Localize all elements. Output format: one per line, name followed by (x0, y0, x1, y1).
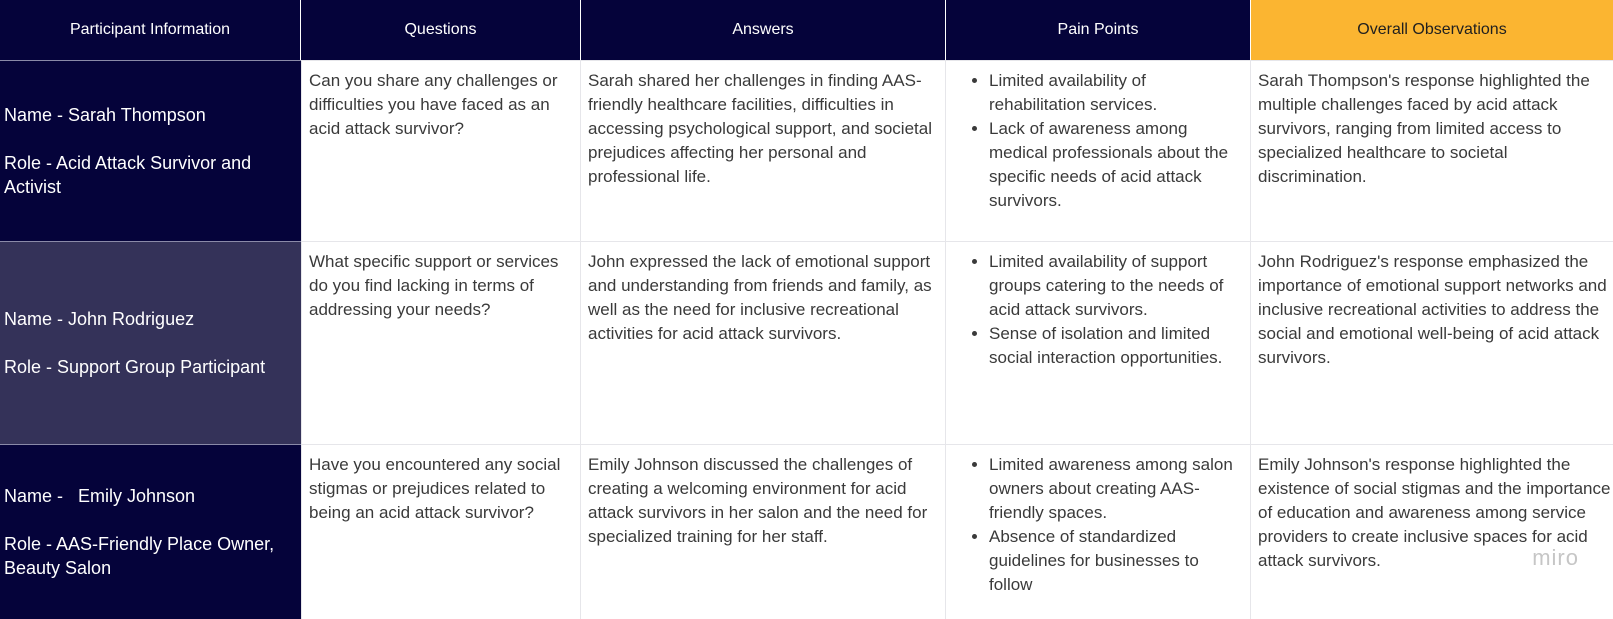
header-participant: Participant Information (0, 0, 301, 60)
pain-point-item: Absence of standardized guidelines for b… (989, 525, 1244, 597)
observation-cell: John Rodriguez's response emphasized the… (1251, 241, 1613, 444)
question-cell: What specific support or services do you… (301, 241, 581, 444)
participant-role: Role - Acid Attack Survivor and Activist (4, 153, 252, 197)
header-answers: Answers (581, 0, 946, 60)
miro-watermark: miro (1532, 545, 1579, 570)
pain-point-item: Limited availability of support groups c… (989, 250, 1244, 322)
participant-cell: Name - John Rodriguez Role - Support Gro… (0, 241, 301, 444)
answer-cell: John expressed the lack of emotional sup… (581, 241, 946, 444)
header-observations: Overall Observations (1251, 0, 1613, 60)
pain-point-item: Lack of awareness among medical professi… (989, 117, 1244, 213)
pain-point-item: Limited awareness among salon owners abo… (989, 453, 1244, 525)
header-pain-points: Pain Points (946, 0, 1251, 60)
pain-point-item: Sense of isolation and limited social in… (989, 322, 1244, 370)
header-questions: Questions (301, 0, 581, 60)
observation-cell: Sarah Thompson's response highlighted th… (1251, 60, 1613, 241)
answer-cell: Emily Johnson discussed the challenges o… (581, 444, 946, 619)
participant-name: Name - John Rodriguez (4, 309, 195, 329)
participant-cell: Name - Emily Johnson Role - AAS-Friendly… (0, 444, 301, 619)
question-cell: Can you share any challenges or difficul… (301, 60, 581, 241)
observation-cell: Emily Johnson's response highlighted the… (1251, 444, 1613, 619)
answer-cell: Sarah shared her challenges in finding A… (581, 60, 946, 241)
pain-point-item: Limited availability of rehabilitation s… (989, 69, 1244, 117)
participant-role: Role - AAS-Friendly Place Owner, Beauty … (4, 534, 275, 578)
participant-cell: Name - Sarah Thompson Role - Acid Attack… (0, 60, 301, 241)
pain-points-cell: Limited availability of rehabilitation s… (946, 60, 1251, 241)
question-cell: Have you encountered any social stigmas … (301, 444, 581, 619)
participant-name: Name - Sarah Thompson (4, 105, 206, 125)
participant-name: Name - Emily Johnson (4, 486, 196, 506)
pain-points-cell: Limited availability of support groups c… (946, 241, 1251, 444)
participant-role: Role - Support Group Participant (4, 357, 266, 377)
pain-points-cell: Limited awareness among salon owners abo… (946, 444, 1251, 619)
